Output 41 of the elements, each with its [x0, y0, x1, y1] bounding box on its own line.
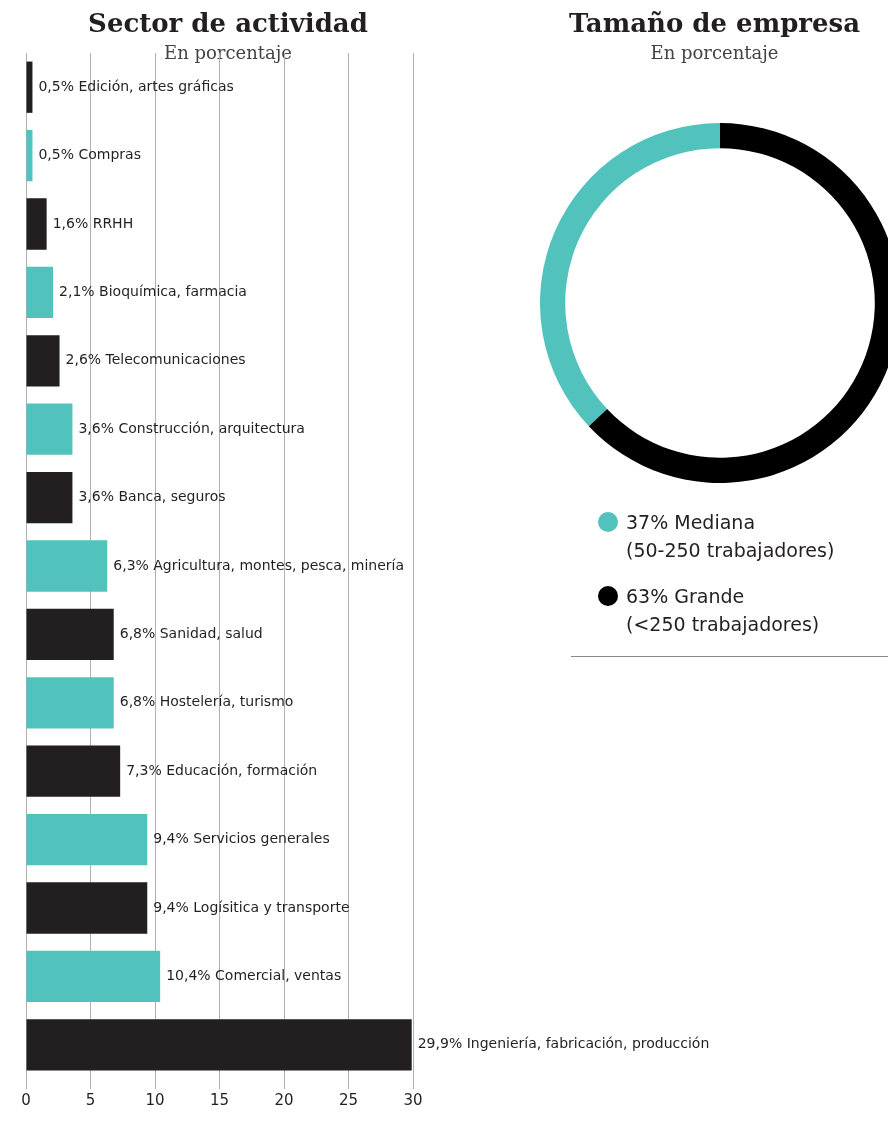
bar	[26, 950, 161, 1003]
text: 9,4% Logísitica y transporte	[153, 898, 350, 915]
x-tick-label: 25	[338, 1090, 359, 1109]
text: 0,5% Compras	[38, 146, 141, 163]
bar	[26, 813, 148, 866]
bar	[26, 882, 148, 934]
text: 29,9% Ingeniería, fabricación, producción	[417, 1035, 710, 1052]
text: 2,6% Telecomunicaciones	[65, 351, 246, 368]
text: 1,6% RRHH	[52, 214, 134, 231]
text: 0,5% Edición, artes gráficas	[38, 77, 234, 94]
text: 6,3% Agricultura, montes, pesca, minería	[113, 556, 405, 573]
x-tick-label: 20	[274, 1090, 294, 1109]
x-tick-label: 10	[145, 1090, 165, 1109]
text: 9,4% Servicios generales	[153, 830, 330, 847]
x-tick-label: 0	[21, 1090, 31, 1109]
chart-subtitle: En porcentaje	[649, 42, 780, 63]
chart-title: Sector de actividad	[87, 8, 369, 38]
text: 2,1% Bioquímica, farmacia	[59, 283, 247, 300]
bar	[26, 471, 73, 524]
x-tick-label: 30	[403, 1090, 423, 1109]
bar	[26, 677, 114, 729]
bar	[26, 198, 47, 250]
text: 6,8% Hostelería, turismo	[119, 693, 294, 710]
text: 3,6% Construcción, arquitectura	[78, 419, 305, 436]
bar	[26, 266, 54, 319]
bar	[26, 608, 114, 661]
text: 3,6% Banca, seguros	[78, 488, 226, 505]
x-tick-label: 5	[85, 1090, 96, 1109]
bar	[26, 403, 73, 455]
text: 10,4% Comercial, ventas	[166, 967, 342, 984]
legend-label: 37% Mediana (50-250 trabajadores)	[626, 510, 835, 563]
text: 7,3% Educación, formación	[126, 761, 318, 778]
chart-subtitle: En porcentaje	[163, 42, 293, 63]
bar	[26, 540, 108, 592]
bar	[26, 1019, 412, 1071]
text: 6,8% Sanidad, salud	[119, 625, 263, 642]
chart-title: Tamaño de empresa	[567, 8, 862, 38]
legend-label: 63% Grande (<250 trabajadores)	[626, 584, 820, 637]
x-tick-label: 15	[209, 1090, 230, 1109]
bar	[26, 745, 121, 797]
bar	[26, 335, 60, 387]
